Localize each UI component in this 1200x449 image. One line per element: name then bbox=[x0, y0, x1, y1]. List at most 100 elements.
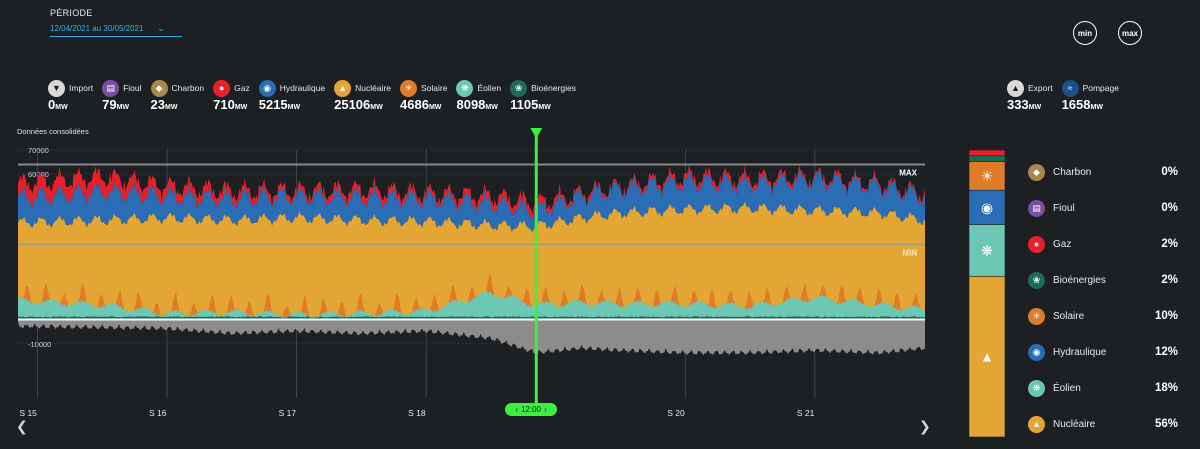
legend-pct: 2% bbox=[1161, 274, 1178, 286]
source-export[interactable]: ▲ Export 333MW bbox=[1007, 78, 1053, 115]
legend-pct: 18% bbox=[1155, 382, 1178, 394]
series-export bbox=[18, 320, 925, 356]
charbon-icon: ◆ bbox=[151, 80, 168, 97]
legend-name: Nucléaire bbox=[1053, 419, 1155, 430]
import-icon: ▼ bbox=[48, 80, 65, 97]
export-icon: ▲ bbox=[1007, 80, 1024, 97]
week-label: S 20 bbox=[667, 408, 685, 418]
eolien-icon: ❋ bbox=[1028, 380, 1045, 397]
week-label: S 16 bbox=[149, 408, 167, 418]
source-value: 1658MW bbox=[1062, 98, 1119, 115]
solaire-icon: ☀ bbox=[981, 168, 994, 184]
legend-row-eolien: ❋ Éolien 18% bbox=[1028, 370, 1178, 406]
week-label: S 21 bbox=[797, 408, 815, 418]
week-label: S 17 bbox=[279, 408, 297, 418]
source-name: Bioénergies bbox=[531, 83, 576, 93]
legend-pct: 10% bbox=[1155, 310, 1178, 322]
source-name: Solaire bbox=[421, 83, 447, 93]
source-value: 25106MW bbox=[334, 98, 391, 115]
legend-name: Fioul bbox=[1053, 203, 1161, 214]
legend-row-hydraulique: ◉ Hydraulique 12% bbox=[1028, 334, 1178, 370]
week-label: S 18 bbox=[408, 408, 426, 418]
bioenergies-icon: ❀ bbox=[1028, 272, 1045, 289]
source-solaire[interactable]: ☀ Solaire 4686MW bbox=[400, 78, 447, 115]
cursor-time: 12:00 bbox=[521, 405, 541, 414]
periode-value: 12/04/2021 au 30/05/2021 bbox=[50, 24, 143, 33]
solaire-icon: ☀ bbox=[400, 80, 417, 97]
previous-arrow-icon[interactable]: ❮ bbox=[16, 418, 28, 435]
source-name: Hydraulique bbox=[280, 83, 325, 93]
gaz-icon: ● bbox=[1028, 236, 1045, 253]
solaire-icon: ☀ bbox=[1028, 308, 1045, 325]
hydraulique-icon: ◉ bbox=[981, 199, 993, 215]
bioenergies-icon: ❀ bbox=[510, 80, 527, 97]
source-name: Pompage bbox=[1083, 83, 1119, 93]
area-series-group bbox=[18, 165, 925, 356]
nucleaire-icon: ▲ bbox=[980, 349, 994, 365]
hydraulique-icon: ◉ bbox=[259, 80, 276, 97]
mix-stack-bar: ▲ ❋ ◉ ☀ bbox=[969, 150, 1005, 437]
source-hydraulique[interactable]: ◉ Hydraulique 5215MW bbox=[259, 78, 325, 115]
next-arrow-icon[interactable]: ❯ bbox=[919, 418, 931, 435]
max-button[interactable]: max bbox=[1118, 21, 1142, 45]
chevron-right-icon: › bbox=[544, 405, 547, 414]
legend-row-charbon: ◆ Charbon 0% bbox=[1028, 154, 1178, 190]
source-value: 23MW bbox=[151, 98, 205, 115]
legend-pct: 0% bbox=[1161, 166, 1178, 178]
eolien-icon: ❋ bbox=[981, 242, 993, 258]
exchanges-bar: ▲ Export 333MW ≈ Pompage 1658MW bbox=[1007, 78, 1128, 115]
min-button[interactable]: min bbox=[1073, 21, 1097, 45]
time-cursor-marker[interactable] bbox=[530, 128, 542, 138]
chevron-left-icon: ‹ bbox=[515, 405, 518, 414]
stack-segment-gaz bbox=[969, 150, 1005, 156]
source-value: 0MW bbox=[48, 98, 93, 115]
source-name: Charbon bbox=[172, 83, 205, 93]
source-bioenergies[interactable]: ❀ Bioénergies 1105MW bbox=[510, 78, 576, 115]
eolien-icon: ❋ bbox=[456, 80, 473, 97]
source-name: Fioul bbox=[123, 83, 141, 93]
legend-pct: 0% bbox=[1161, 202, 1178, 214]
production-chart[interactable]: -100001000020000300004000050000600007000… bbox=[0, 136, 960, 436]
legend-name: Charbon bbox=[1053, 167, 1161, 178]
stack-segment-bioénergies bbox=[969, 156, 1005, 162]
y-tick-label: -10000 bbox=[28, 340, 51, 349]
pompage-icon: ≈ bbox=[1062, 80, 1079, 97]
legend-name: Solaire bbox=[1053, 311, 1155, 322]
source-pompage[interactable]: ≈ Pompage 1658MW bbox=[1062, 78, 1119, 115]
source-nucleaire[interactable]: ▲ Nucléaire 25106MW bbox=[334, 78, 391, 115]
week-label: S 15 bbox=[19, 408, 37, 418]
legend-row-nucleaire: ▲ Nucléaire 56% bbox=[1028, 406, 1178, 442]
periode-selector: PÉRIODE 12/04/2021 au 30/05/2021 ⌄ bbox=[50, 8, 182, 37]
fioul-icon: ▤ bbox=[102, 80, 119, 97]
legend-pct: 2% bbox=[1161, 238, 1178, 250]
legend-row-solaire: ☀ Solaire 10% bbox=[1028, 298, 1178, 334]
periode-dropdown[interactable]: 12/04/2021 au 30/05/2021 ⌄ bbox=[50, 23, 182, 37]
periode-label: PÉRIODE bbox=[50, 8, 182, 18]
source-value: 79MW bbox=[102, 98, 141, 115]
sources-bar: ▼ Import 0MW ▤ Fioul 79MW ◆ Charbon 23MW ● Gaz 710M… bbox=[48, 78, 585, 115]
source-name: Export bbox=[1028, 83, 1053, 93]
legend-pct: 12% bbox=[1155, 346, 1178, 358]
consolidated-label: Données consolidées bbox=[17, 127, 89, 136]
source-import[interactable]: ▼ Import 0MW bbox=[48, 78, 93, 115]
source-gaz[interactable]: ● Gaz 710MW bbox=[213, 78, 250, 115]
legend-name: Gaz bbox=[1053, 239, 1161, 250]
source-value: 4686MW bbox=[400, 98, 447, 115]
fioul-icon: ▤ bbox=[1028, 200, 1045, 217]
max-label: MAX bbox=[899, 169, 917, 178]
mix-legend: ◆ Charbon 0% ▤ Fioul 0% ● Gaz 2% ❀ Bioénergies 2% ☀ S… bbox=[1028, 154, 1178, 442]
source-value: 5215MW bbox=[259, 98, 325, 115]
min-label: MIN bbox=[902, 248, 917, 257]
source-charbon[interactable]: ◆ Charbon 23MW bbox=[151, 78, 205, 115]
source-name: Nucléaire bbox=[355, 83, 391, 93]
legend-pct: 56% bbox=[1155, 418, 1178, 430]
nucleaire-icon: ▲ bbox=[334, 80, 351, 97]
time-cursor-handle[interactable]: ‹ 12:00 › bbox=[505, 403, 557, 416]
source-name: Gaz bbox=[234, 83, 250, 93]
source-value: 710MW bbox=[213, 98, 250, 115]
legend-row-gaz: ● Gaz 2% bbox=[1028, 226, 1178, 262]
source-eolien[interactable]: ❋ Éolien 8098MW bbox=[456, 78, 501, 115]
source-fioul[interactable]: ▤ Fioul 79MW bbox=[102, 78, 141, 115]
legend-name: Éolien bbox=[1053, 383, 1155, 394]
y-tick-label: 70000 bbox=[28, 146, 49, 155]
